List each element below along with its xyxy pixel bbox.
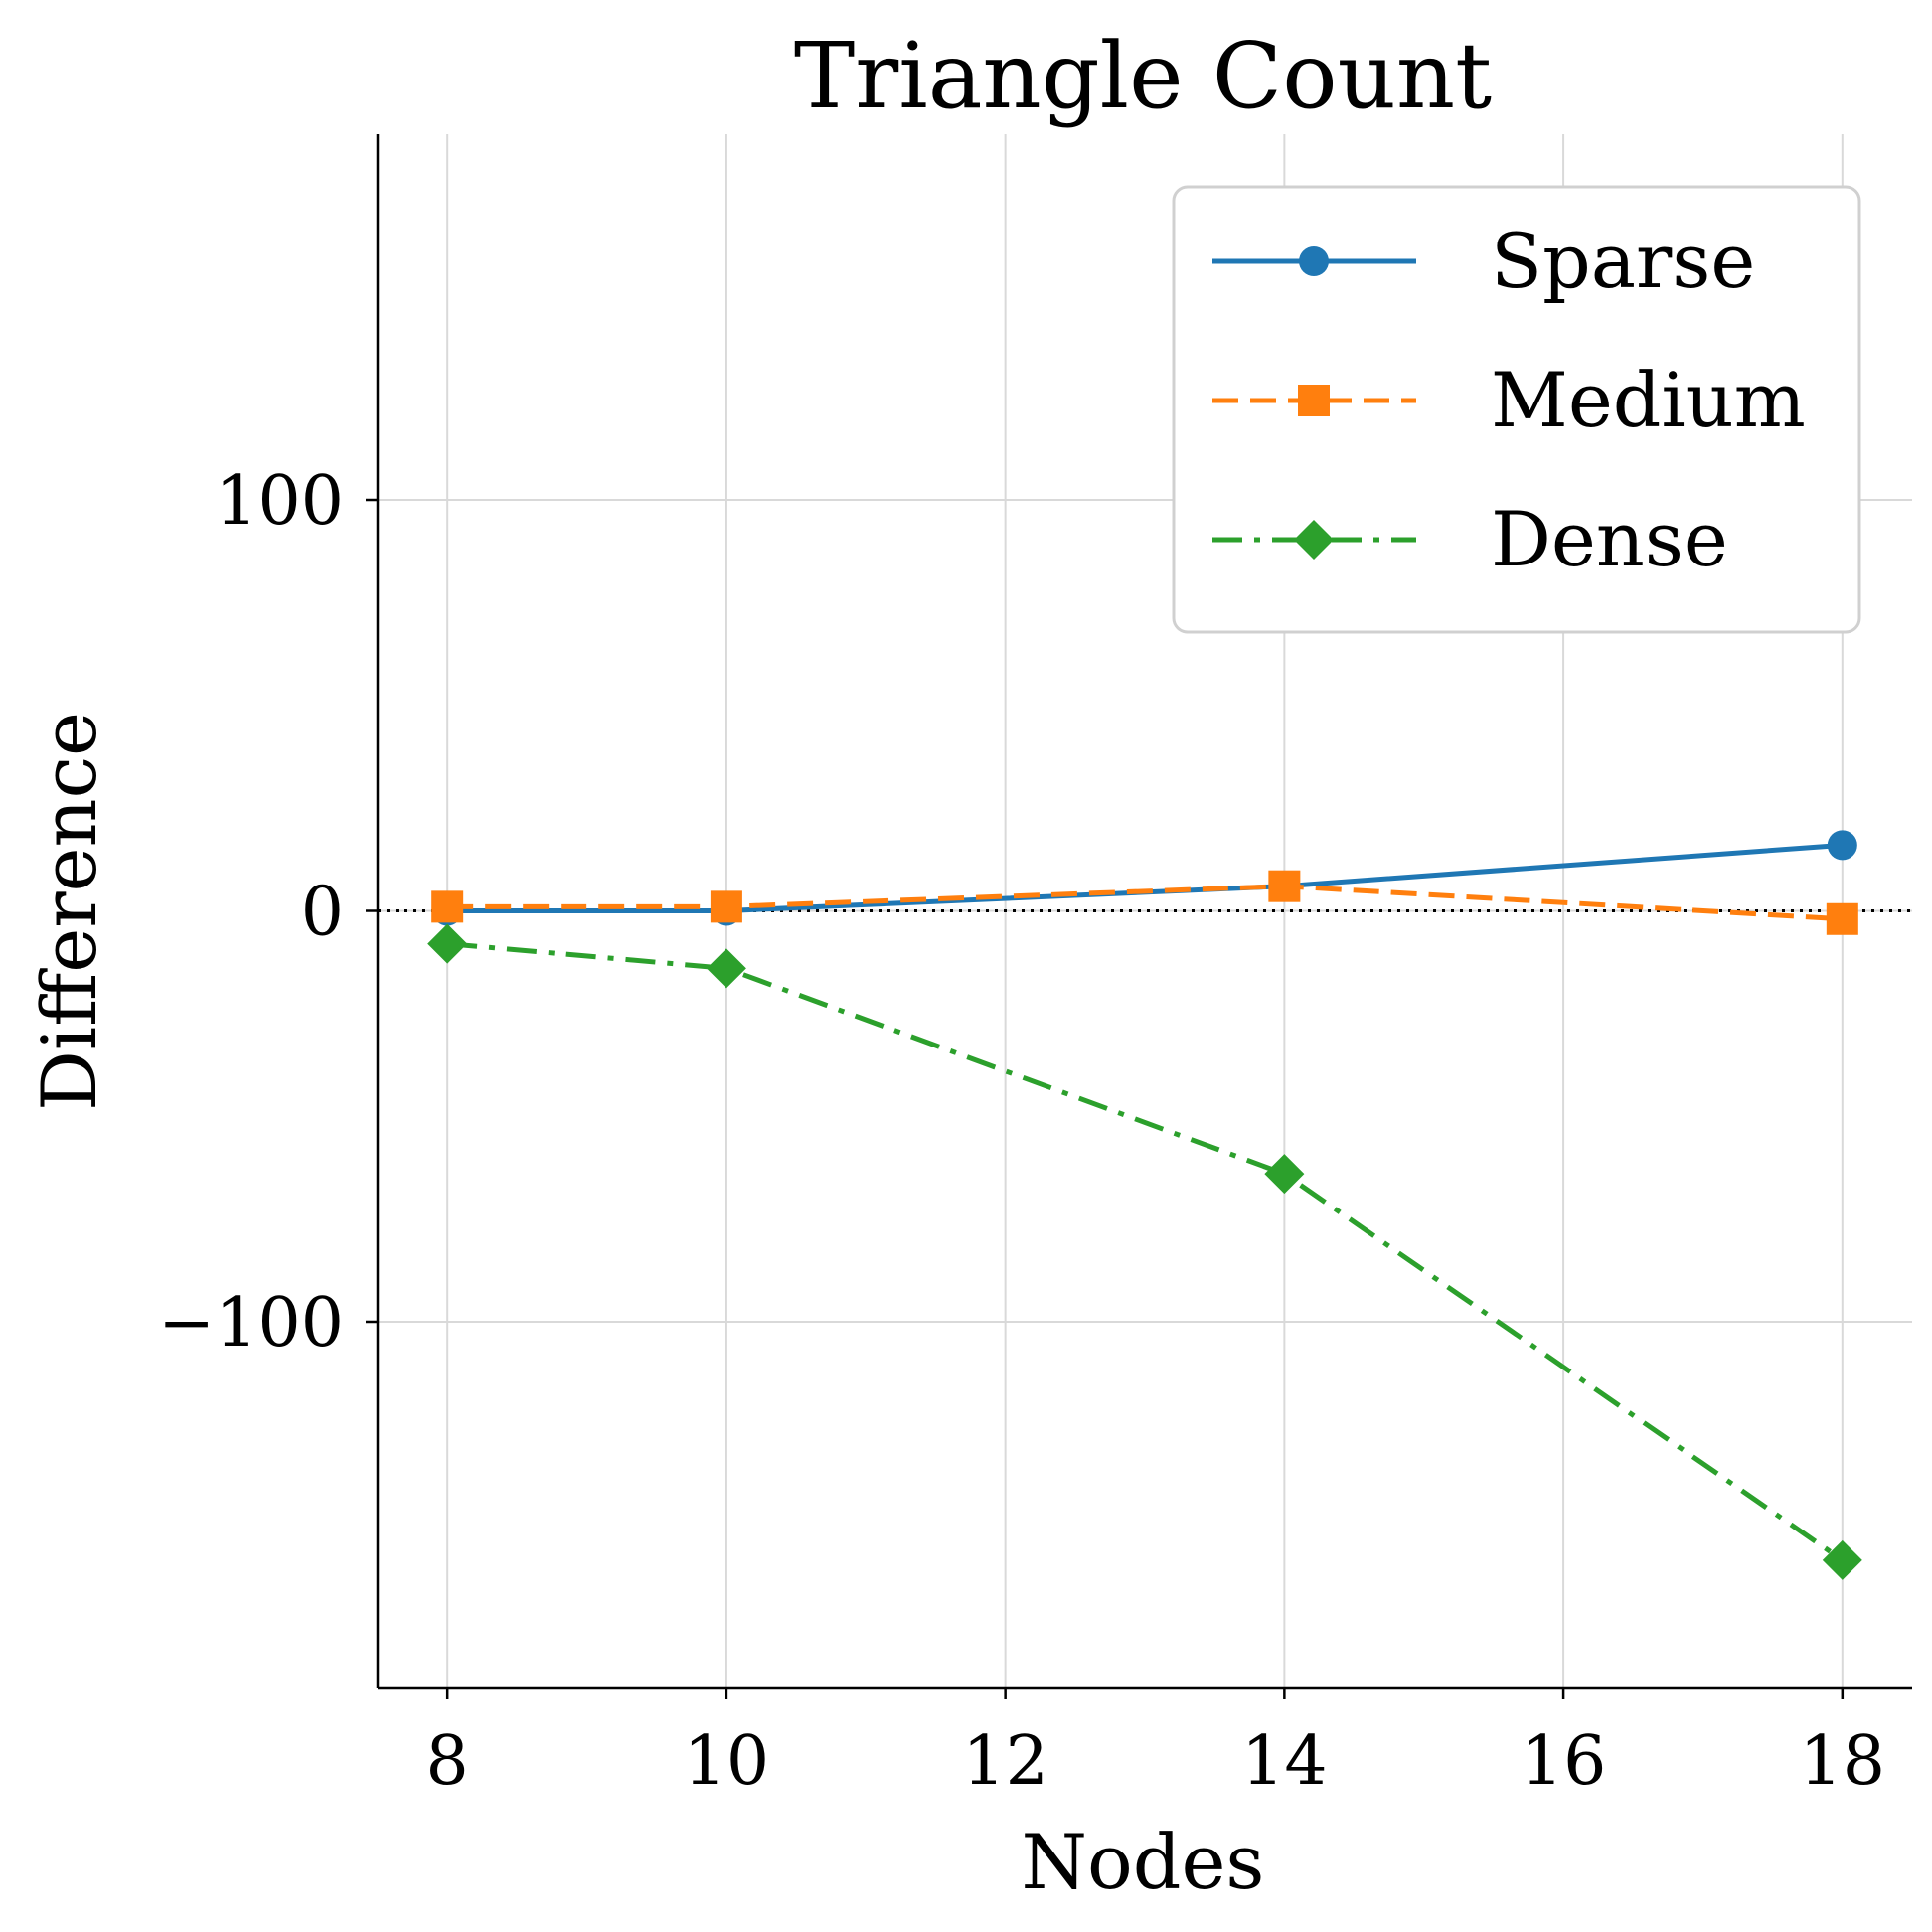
series-medium <box>431 870 1858 935</box>
data-point-medium <box>1826 902 1858 935</box>
data-point-medium <box>431 890 464 923</box>
legend-marker-dense <box>1294 520 1334 560</box>
series-group <box>427 830 1862 1580</box>
series-dense <box>427 923 1862 1580</box>
data-point-dense <box>706 948 746 989</box>
x-tick-label: 10 <box>684 1722 770 1801</box>
x-tick-label: 16 <box>1521 1722 1607 1801</box>
y-tick-label: −100 <box>158 1284 344 1363</box>
data-point-dense <box>427 923 468 964</box>
legend-marker-sparse <box>1299 246 1329 276</box>
legend-box <box>1172 185 1861 634</box>
y-tick-label: 100 <box>215 462 344 541</box>
legend-label-dense: Dense <box>1491 495 1728 583</box>
legend-item-dense: Dense <box>1212 495 1728 583</box>
legend-marker-medium <box>1298 385 1330 416</box>
series-line-medium <box>447 884 1843 922</box>
x-tick-label: 8 <box>426 1722 469 1801</box>
y-axis-ticks: 100 0 −100 <box>158 462 378 1363</box>
legend-item-medium: Medium <box>1212 356 1806 444</box>
x-tick-label: 12 <box>962 1722 1048 1801</box>
data-point-medium <box>710 890 742 923</box>
data-point-dense <box>1264 1154 1305 1195</box>
chart-title: Triangle Count <box>794 23 1492 129</box>
legend: Sparse Medium Dense <box>1172 185 1861 634</box>
data-point-sparse <box>1827 830 1857 861</box>
data-point-medium <box>1268 870 1301 902</box>
x-axis-ticks: 8 10 12 14 16 18 <box>426 1688 1886 1801</box>
data-point-dense <box>1822 1539 1862 1580</box>
x-axis-label: Nodes <box>1022 1818 1265 1906</box>
legend-label-medium: Medium <box>1491 356 1806 444</box>
series-line-dense <box>446 941 1845 1562</box>
y-axis-label: Difference <box>25 712 113 1111</box>
y-tick-label: 0 <box>301 874 344 952</box>
series-line-sparse <box>447 842 1844 913</box>
x-tick-label: 18 <box>1800 1722 1886 1801</box>
x-tick-label: 14 <box>1241 1722 1328 1801</box>
legend-label-sparse: Sparse <box>1491 217 1755 305</box>
legend-item-sparse: Sparse <box>1212 217 1755 305</box>
